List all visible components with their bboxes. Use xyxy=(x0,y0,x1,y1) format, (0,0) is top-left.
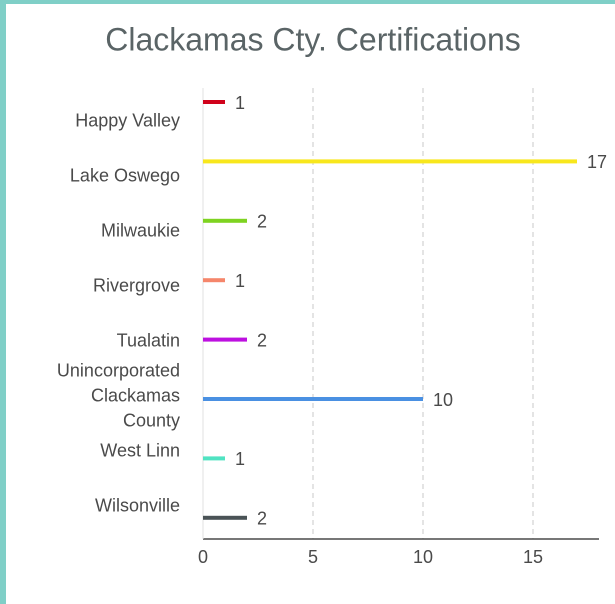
x-tick-label: 15 xyxy=(523,547,543,567)
bar xyxy=(203,515,247,520)
x-tick-label: 0 xyxy=(198,547,208,567)
y-tick-label: Happy Valley xyxy=(75,110,180,131)
y-tick-label: West Linn xyxy=(100,440,180,461)
value-label: 1 xyxy=(235,271,245,291)
bar xyxy=(203,278,225,283)
bar xyxy=(203,337,247,342)
value-label: 2 xyxy=(257,330,267,350)
x-tick-label: 10 xyxy=(413,547,433,567)
y-tick-label: Milwaukie xyxy=(100,220,180,241)
bar xyxy=(203,397,423,401)
value-label: 2 xyxy=(257,212,267,232)
bar xyxy=(203,456,225,461)
value-label: 1 xyxy=(235,93,245,113)
y-tick-label: Tualatin xyxy=(116,330,180,351)
bar xyxy=(203,159,577,164)
value-label: 10 xyxy=(433,390,453,410)
value-label: 17 xyxy=(587,152,607,172)
y-tick-label: Unincorporated Clackamas County xyxy=(56,360,180,431)
chart-title: Clackamas Cty. Certifications xyxy=(105,21,521,57)
bar xyxy=(203,218,247,223)
y-tick-label: Wilsonville xyxy=(94,495,180,516)
value-label: 1 xyxy=(235,449,245,469)
y-tick-label: Lake Oswego xyxy=(69,165,180,186)
value-label: 2 xyxy=(257,509,267,529)
y-tick-label: Rivergrove xyxy=(92,275,180,296)
bar xyxy=(203,100,225,104)
x-tick-label: 5 xyxy=(308,547,318,567)
